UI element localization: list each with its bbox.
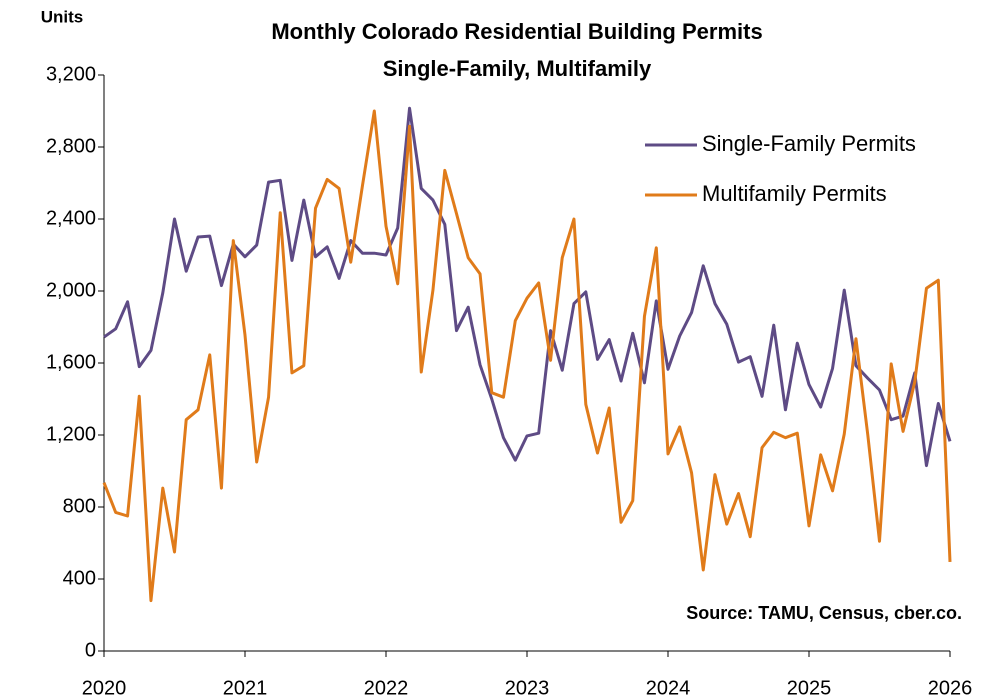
chart-subtitle: Single-Family, Multifamily — [383, 56, 652, 81]
y-tick-label: 1,600 — [46, 351, 96, 373]
y-axis-label: Units — [41, 7, 84, 26]
y-tick-label: 800 — [63, 495, 96, 517]
y-tick-label: 2,400 — [46, 207, 96, 229]
x-tick-label: 2026 — [928, 677, 973, 699]
legend-label: Single-Family Permits — [702, 131, 916, 156]
y-tick-label: 1,200 — [46, 423, 96, 445]
source-note: Source: TAMU, Census, cber.co. — [686, 603, 962, 623]
y-tick-label: 3,200 — [46, 63, 96, 85]
y-tick-label: 2,000 — [46, 279, 96, 301]
y-tick-label: 2,800 — [46, 135, 96, 157]
x-tick-label: 2021 — [223, 677, 268, 699]
x-tick-label: 2025 — [787, 677, 832, 699]
series-line — [102, 109, 952, 603]
y-tick-label: 400 — [63, 567, 96, 589]
y-tick-label: 0 — [85, 639, 96, 661]
x-tick-label: 2022 — [364, 677, 409, 699]
legend-label: Multifamily Permits — [702, 181, 887, 206]
x-tick-label: 2020 — [82, 677, 127, 699]
chart-title: Monthly Colorado Residential Building Pe… — [271, 19, 762, 44]
x-tick-label: 2023 — [505, 677, 550, 699]
series-line — [103, 106, 952, 468]
x-tick-label: 2024 — [646, 677, 691, 699]
